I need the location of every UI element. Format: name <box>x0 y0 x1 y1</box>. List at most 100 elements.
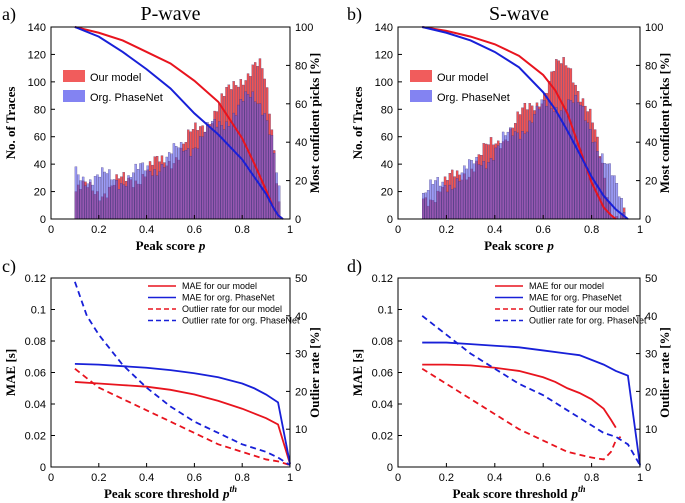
plot-area <box>421 315 641 466</box>
bar <box>144 170 147 220</box>
bar <box>146 165 149 220</box>
y2-tick-label: 20 <box>295 176 307 188</box>
y-axis-right: 0 10 20 30 40 50 <box>636 273 657 474</box>
x-axis-label-symbol: p <box>546 238 554 253</box>
outlier-our-model-line <box>74 368 291 466</box>
bar <box>492 160 495 220</box>
bar <box>560 110 563 220</box>
panel-d: d)0 0.2 0.4 0.6 0.8 100.020.040.060.080.10.12… <box>347 256 672 501</box>
bar <box>74 166 78 220</box>
bar <box>494 147 498 220</box>
bar <box>115 180 118 220</box>
bar <box>443 185 447 220</box>
bar <box>199 136 202 220</box>
y-axis-left: 0 20 40 60 80 100 120 140 <box>375 22 402 226</box>
panel-label: d) <box>347 256 362 277</box>
bar <box>265 120 269 220</box>
y2-tick-label: 20 <box>295 386 307 398</box>
x-tick-label: 0 <box>395 472 401 484</box>
bar <box>91 184 94 220</box>
x-tick-label: 0.2 <box>91 224 106 236</box>
x-tick-label: 0.4 <box>487 472 502 484</box>
y-tick-label: 0.06 <box>372 368 393 380</box>
bar <box>424 192 427 220</box>
bar <box>509 127 512 220</box>
bar <box>93 176 97 220</box>
bar <box>215 126 219 220</box>
y2-tick-label: 20 <box>645 176 657 188</box>
legend: Our model Org. PhaseNet <box>63 70 163 104</box>
bar <box>254 101 257 220</box>
y2-tick-label: 40 <box>645 137 657 149</box>
x-axis-label: Peak score p <box>484 238 554 253</box>
legend-swatch-org-phasenet <box>63 90 85 102</box>
bar <box>194 147 197 220</box>
mae-our-model-line <box>74 381 291 465</box>
y-axis-left: 0 0.02 0.04 0.06 0.08 0.1 0.12 <box>372 273 402 474</box>
y-tick-label: 0 <box>387 214 393 226</box>
y2-tick-label: 0 <box>645 214 651 226</box>
bar <box>521 131 524 220</box>
curve-org-phasenet <box>421 26 629 220</box>
y2-axis-label: Most confident picks [%] <box>657 53 672 193</box>
y-tick-label: 20 <box>34 187 46 199</box>
x-axis: 0 0.2 0.4 0.6 0.8 1 <box>48 463 293 484</box>
x-tick-label: 0.6 <box>187 224 202 236</box>
bar <box>134 163 137 220</box>
x-axis-label-text: Peak score threshold <box>104 486 220 501</box>
bar <box>172 143 176 220</box>
x-tick-label: 0 <box>48 472 54 484</box>
bar <box>230 122 233 220</box>
y-tick-label: 0.08 <box>372 336 393 348</box>
bar <box>175 146 178 220</box>
x-tick-label: 1 <box>287 472 293 484</box>
x-tick-label: 0.4 <box>139 224 154 236</box>
panel-label: c) <box>2 256 16 277</box>
bar <box>468 159 471 220</box>
y-tick-label: 0.1 <box>31 305 46 317</box>
y-axis-label: MAE [s] <box>3 349 18 396</box>
bar <box>528 120 531 220</box>
y2-tick-label: 0 <box>645 462 651 474</box>
x-tick-label: 1 <box>287 224 293 236</box>
y2-tick-label: 100 <box>295 22 313 34</box>
y-tick-label: 80 <box>381 104 393 116</box>
bar <box>117 189 121 220</box>
bar <box>101 167 104 220</box>
bar <box>576 102 580 220</box>
outlier-our-model-line <box>421 367 622 461</box>
bar <box>261 114 264 220</box>
legend-label: Our model <box>90 72 141 84</box>
bar <box>613 175 616 220</box>
x-axis-label-superscript: th <box>230 484 238 494</box>
bar <box>110 179 113 220</box>
x-tick-label: 0.8 <box>584 472 599 484</box>
bar <box>167 152 171 220</box>
x-axis: 0 0.2 0.4 0.6 0.8 1 <box>395 215 643 236</box>
bar <box>120 183 123 220</box>
y-tick-label: 60 <box>381 132 393 144</box>
y-tick-label: 0.08 <box>25 336 46 348</box>
bar <box>618 196 621 220</box>
bar <box>439 185 442 220</box>
bar <box>615 183 619 220</box>
y-axis-right: 0 20 40 60 80 100 <box>636 22 663 226</box>
bar <box>184 150 188 220</box>
y-tick-label: 0.1 <box>378 305 393 317</box>
x-axis-label: Peak score p <box>136 238 206 253</box>
y-tick-label: 0.12 <box>372 273 393 285</box>
bar <box>530 122 534 220</box>
bar <box>213 119 216 220</box>
plot-area <box>421 26 629 220</box>
bar <box>79 180 82 220</box>
legend: Our model Org. PhaseNet <box>410 70 510 104</box>
y-tick-label: 0 <box>387 462 393 474</box>
y-tick-label: 120 <box>28 49 46 61</box>
bar <box>98 176 102 220</box>
bar <box>601 153 604 220</box>
y2-tick-label: 60 <box>645 99 657 111</box>
bar <box>84 185 87 220</box>
x-axis-label-text: Peak score threshold <box>452 486 568 501</box>
